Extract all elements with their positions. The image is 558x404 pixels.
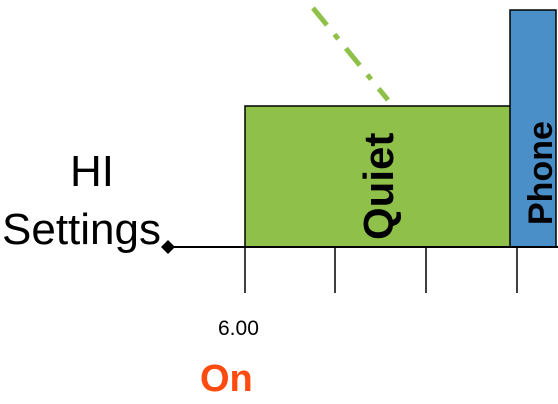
segment-phone — [509, 9, 557, 248]
segment-phone-label: Phone — [522, 121, 558, 225]
segment-quiet-label: Quiet — [355, 133, 402, 240]
row-label-hi: HI — [70, 147, 114, 196]
trend-line — [311, 6, 390, 102]
tick-label-start: 6.00 — [218, 317, 259, 340]
segment-quiet — [244, 105, 512, 248]
row-label-settings: Settings — [2, 205, 161, 254]
state-label-on: On — [200, 358, 253, 400]
baseline-marker — [161, 240, 175, 254]
